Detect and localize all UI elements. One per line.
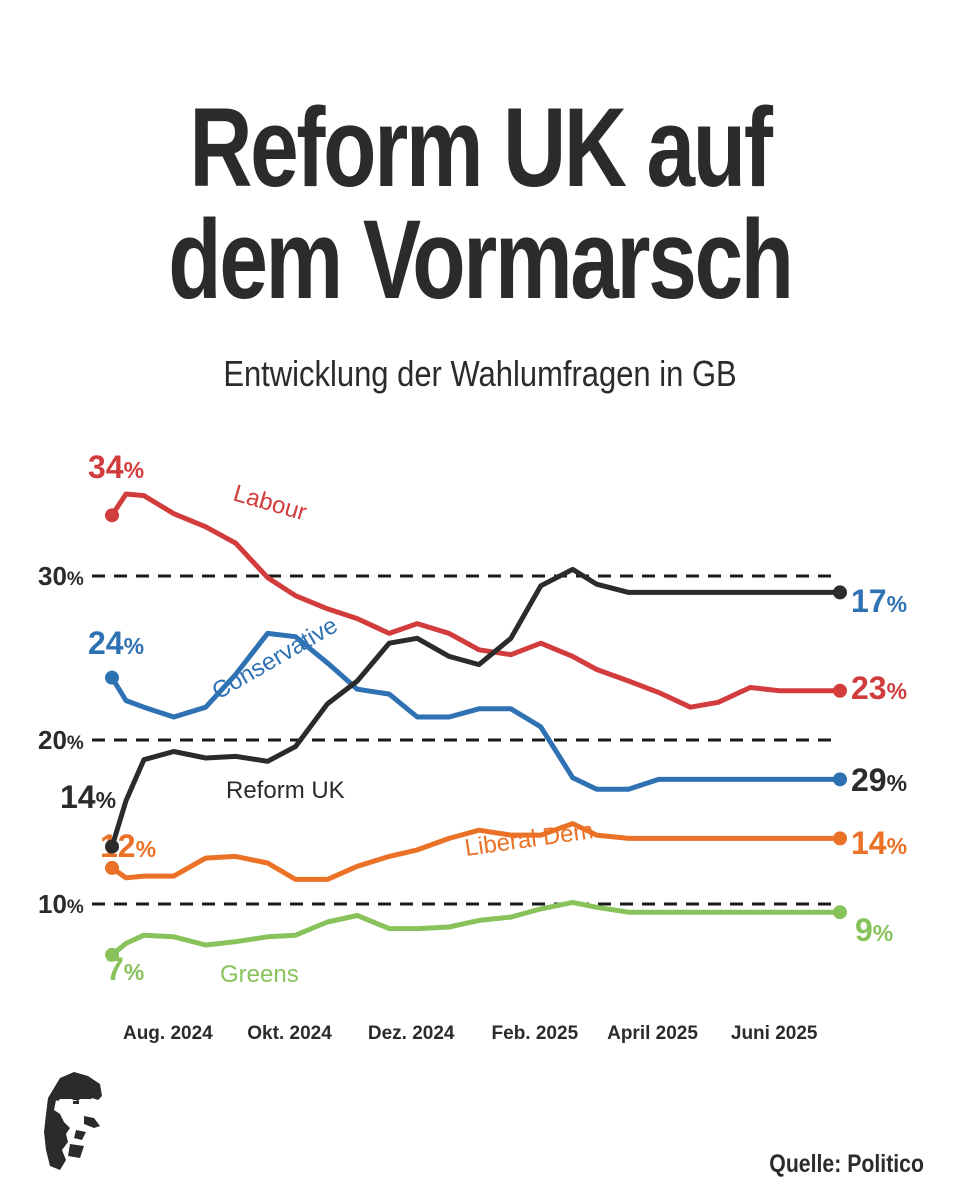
x-tick-4: April 2025 [607,1023,698,1044]
series-end-label-2: 29% [851,762,907,798]
series-start-label-4: 7% [106,951,144,987]
series-end-dot-3 [833,831,847,846]
series-name-label-0: Labour [230,480,309,527]
series-name-label-2: Reform UK [226,777,345,804]
series-end-label-4: 9% [855,912,893,948]
series-start-dot-2 [105,839,119,854]
series-end-dot-4 [833,905,847,920]
series-start-label-1: 24% [88,625,144,661]
series-end-label-3: 14% [851,825,907,861]
x-tick-3: Feb. 2025 [492,1023,579,1044]
y-tick-10: 10% [38,889,84,919]
chart-subtitle: Entwicklung der Wahlumfragen in GB [223,353,737,394]
y-tick-30: 30% [38,561,84,591]
series-line-2 [109,566,843,850]
x-tick-1: Okt. 2024 [247,1023,332,1044]
author-logo [44,1072,102,1170]
series-line-4 [109,899,843,958]
series-start-dot-0 [105,508,119,523]
series-start-dot-4 [105,947,119,962]
title-line-1: Reform UK auf [189,85,772,210]
series-start-label-2: 14% [60,779,116,815]
source-note: Quelle: Politico [769,1150,924,1178]
series-line-1 [109,630,843,792]
series-end-dot-1 [833,772,847,787]
x-tick-2: Dez. 2024 [368,1023,455,1044]
series-name-label-4: Greens [220,961,299,988]
series-start-dot-3 [105,860,119,875]
series-end-label-0: 23% [851,670,907,706]
series-start-label-0: 34% [88,449,144,485]
x-tick-0: Aug. 2024 [123,1023,213,1044]
title-line-2: dem Vormarsch [168,197,794,322]
series-line-0 [109,491,843,710]
series-end-dot-2 [833,585,847,600]
series-end-dot-0 [833,683,847,698]
x-tick-5: Juni 2025 [731,1023,818,1044]
series-name-label-3: Liberal Dem. [463,816,601,862]
series-end-label-1: 17% [851,583,907,619]
chart-title: Reform UK auf dem Vormarsch [106,92,855,316]
series-start-dot-1 [105,670,119,685]
y-tick-20: 20% [38,725,84,755]
series-line-3 [109,821,843,882]
